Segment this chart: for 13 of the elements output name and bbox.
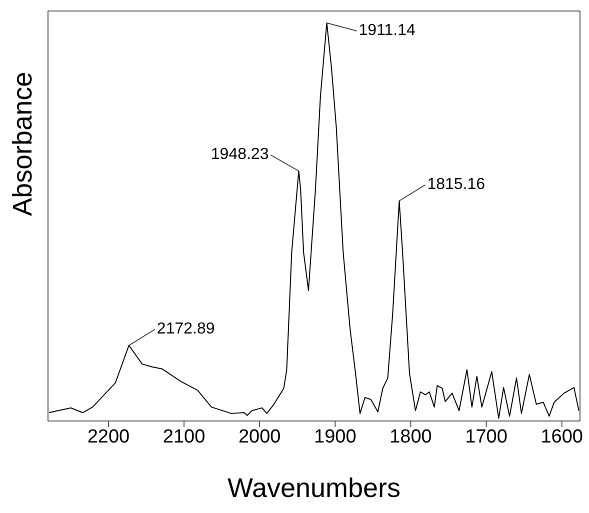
- annotation: 1911.14: [358, 22, 416, 39]
- x-tick-label: 1600: [540, 426, 584, 448]
- x-tick-label: 1800: [390, 426, 432, 448]
- y-axis-title: Absorbance: [8, 72, 38, 216]
- annotation: 1815.16: [427, 176, 486, 193]
- x-tick-label: 1700: [465, 426, 508, 448]
- x-tick-label: 2000: [238, 426, 281, 448]
- x-tick-label: 2100: [162, 426, 206, 448]
- x-tick-label: 2200: [87, 426, 130, 448]
- annotation: 2172.89: [156, 320, 215, 338]
- x-tick-label: 1900: [314, 426, 356, 448]
- annotation: 1948.23: [210, 146, 269, 164]
- x-axis-title: Wavenumbers: [227, 473, 401, 503]
